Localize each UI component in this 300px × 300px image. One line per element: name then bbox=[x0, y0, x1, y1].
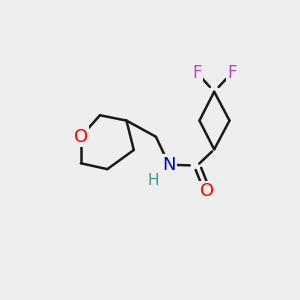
Text: H: H bbox=[147, 173, 159, 188]
Text: N: N bbox=[162, 156, 176, 174]
Text: F: F bbox=[227, 64, 237, 82]
Text: O: O bbox=[74, 128, 88, 146]
Text: F: F bbox=[192, 64, 202, 82]
Text: O: O bbox=[200, 182, 214, 200]
